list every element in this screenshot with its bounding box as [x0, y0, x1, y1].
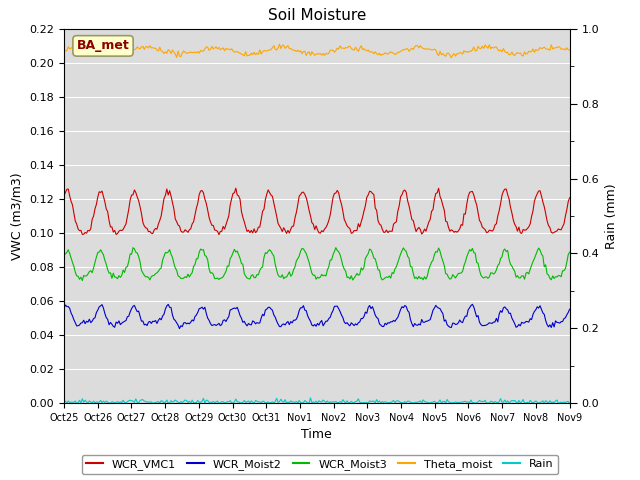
Y-axis label: Rain (mm): Rain (mm): [605, 183, 618, 249]
Y-axis label: VWC (m3/m3): VWC (m3/m3): [11, 172, 24, 260]
Text: BA_met: BA_met: [77, 39, 129, 52]
Title: Soil Moisture: Soil Moisture: [268, 9, 366, 24]
X-axis label: Time: Time: [301, 429, 332, 442]
Legend: WCR_VMC1, WCR_Moist2, WCR_Moist3, Theta_moist, Rain: WCR_VMC1, WCR_Moist2, WCR_Moist3, Theta_…: [82, 455, 558, 474]
